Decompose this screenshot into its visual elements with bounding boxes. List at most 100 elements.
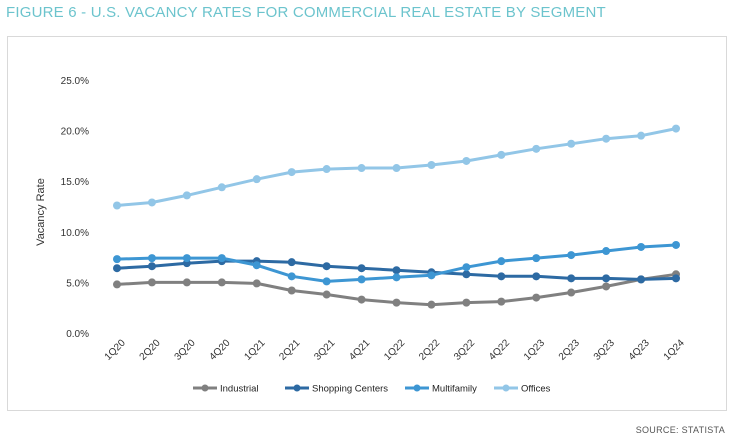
source-note: SOURCE: STATISTA <box>635 425 725 435</box>
x-tick-label: 1Q20 <box>103 337 128 362</box>
data-point-multifamily <box>357 275 366 284</box>
data-point-multifamily <box>392 273 401 282</box>
data-point-multifamily <box>322 277 331 286</box>
x-tick-label: 4Q23 <box>627 337 652 362</box>
data-point-industrial <box>532 293 541 302</box>
x-tick-label: 2Q20 <box>138 337 163 362</box>
legend-marker-multifamily <box>413 384 421 392</box>
legend-label-industrial: Industrial <box>220 384 259 395</box>
data-point-industrial <box>217 278 226 287</box>
x-tick-label: 3Q23 <box>592 337 617 362</box>
data-point-industrial <box>182 278 191 287</box>
data-point-shopping-centers <box>462 270 471 279</box>
data-point-industrial <box>497 297 506 306</box>
legend-marker-industrial <box>201 384 209 392</box>
data-point-offices <box>462 156 471 165</box>
data-point-multifamily <box>672 240 680 249</box>
x-tick-label: 4Q20 <box>208 337 233 362</box>
data-point-shopping-centers <box>287 258 296 267</box>
data-point-industrial <box>252 279 261 288</box>
y-axis-label: Vacancy Rate <box>35 178 47 246</box>
data-point-industrial <box>567 288 576 297</box>
data-point-shopping-centers <box>322 262 331 271</box>
data-point-multifamily <box>602 247 611 256</box>
data-point-shopping-centers <box>602 274 611 283</box>
x-tick-label: 1Q23 <box>522 337 547 362</box>
x-tick-label: 2Q23 <box>557 337 582 362</box>
data-point-industrial <box>113 280 121 289</box>
data-point-offices <box>357 164 366 173</box>
data-point-industrial <box>602 282 611 291</box>
data-point-offices <box>287 168 296 177</box>
data-point-offices <box>602 134 611 143</box>
data-point-multifamily <box>637 242 646 251</box>
data-point-industrial <box>287 286 296 295</box>
data-point-shopping-centers <box>357 264 366 273</box>
data-point-offices <box>637 131 646 140</box>
data-point-offices <box>322 165 331 174</box>
data-point-multifamily <box>147 254 156 263</box>
data-point-multifamily <box>427 271 436 280</box>
figure-title: FIGURE 6 - U.S. VACANCY RATES FOR COMMER… <box>6 4 606 21</box>
data-point-offices <box>497 150 506 159</box>
chart-frame <box>7 36 727 411</box>
data-point-shopping-centers <box>672 274 680 283</box>
data-point-multifamily <box>462 263 471 272</box>
data-point-multifamily <box>287 272 296 281</box>
legend-marker-shopping-centers <box>293 384 301 392</box>
legend-label-multifamily: Multifamily <box>432 384 477 395</box>
data-point-offices <box>532 144 541 153</box>
data-point-multifamily <box>217 254 226 263</box>
data-point-offices <box>113 201 121 210</box>
data-point-shopping-centers <box>567 274 576 283</box>
data-point-multifamily <box>567 251 576 260</box>
y-tick-label: 25.0% <box>61 76 89 87</box>
data-point-shopping-centers <box>532 272 541 281</box>
x-tick-label: 3Q20 <box>173 337 198 362</box>
x-tick-label: 3Q21 <box>312 337 337 362</box>
data-point-multifamily <box>532 254 541 263</box>
data-point-industrial <box>357 295 366 304</box>
y-tick-labels: 0.0% 5.0% 10.0% 15.0% 20.0% 25.0% <box>61 76 89 340</box>
data-point-offices <box>252 175 261 184</box>
data-point-multifamily <box>182 254 191 263</box>
x-tick-label: 2Q22 <box>417 337 442 362</box>
data-point-industrial <box>427 300 436 309</box>
data-point-shopping-centers <box>147 262 156 271</box>
x-tick-label: 1Q21 <box>242 337 267 362</box>
x-tick-label: 1Q22 <box>382 337 407 362</box>
legend: Industrial Shopping Centers Multifamily Off… <box>193 384 551 395</box>
data-point-offices <box>427 161 436 170</box>
y-tick-label: 5.0% <box>66 278 89 289</box>
data-point-offices <box>217 183 226 192</box>
data-point-multifamily <box>113 255 121 264</box>
x-tick-label: 4Q21 <box>347 337 372 362</box>
x-tick-label: 4Q22 <box>487 337 512 362</box>
x-tick-label: 3Q22 <box>452 337 477 362</box>
data-point-offices <box>672 124 680 133</box>
y-tick-label: 10.0% <box>61 228 89 239</box>
data-point-multifamily <box>252 261 261 270</box>
legend-marker-offices <box>502 384 510 392</box>
data-point-industrial <box>322 290 331 299</box>
y-tick-label: 0.0% <box>66 329 89 340</box>
y-tick-label: 20.0% <box>61 127 89 138</box>
data-point-shopping-centers <box>392 266 401 275</box>
data-point-industrial <box>462 298 471 307</box>
y-tick-label: 15.0% <box>61 177 89 188</box>
data-point-offices <box>392 164 401 173</box>
data-point-industrial <box>147 278 156 287</box>
data-point-offices <box>147 198 156 207</box>
data-point-offices <box>182 191 191 200</box>
legend-label-shopping-centers: Shopping Centers <box>312 384 388 395</box>
data-point-shopping-centers <box>637 275 646 284</box>
legend-label-offices: Offices <box>521 384 551 395</box>
data-point-shopping-centers <box>113 264 121 273</box>
axes: Vacancy Rate <box>35 178 47 246</box>
data-point-industrial <box>392 298 401 307</box>
x-tick-label: 1Q24 <box>662 337 687 362</box>
data-point-multifamily <box>497 257 506 266</box>
series-lines <box>113 124 680 309</box>
x-tick-label: 2Q21 <box>277 337 302 362</box>
